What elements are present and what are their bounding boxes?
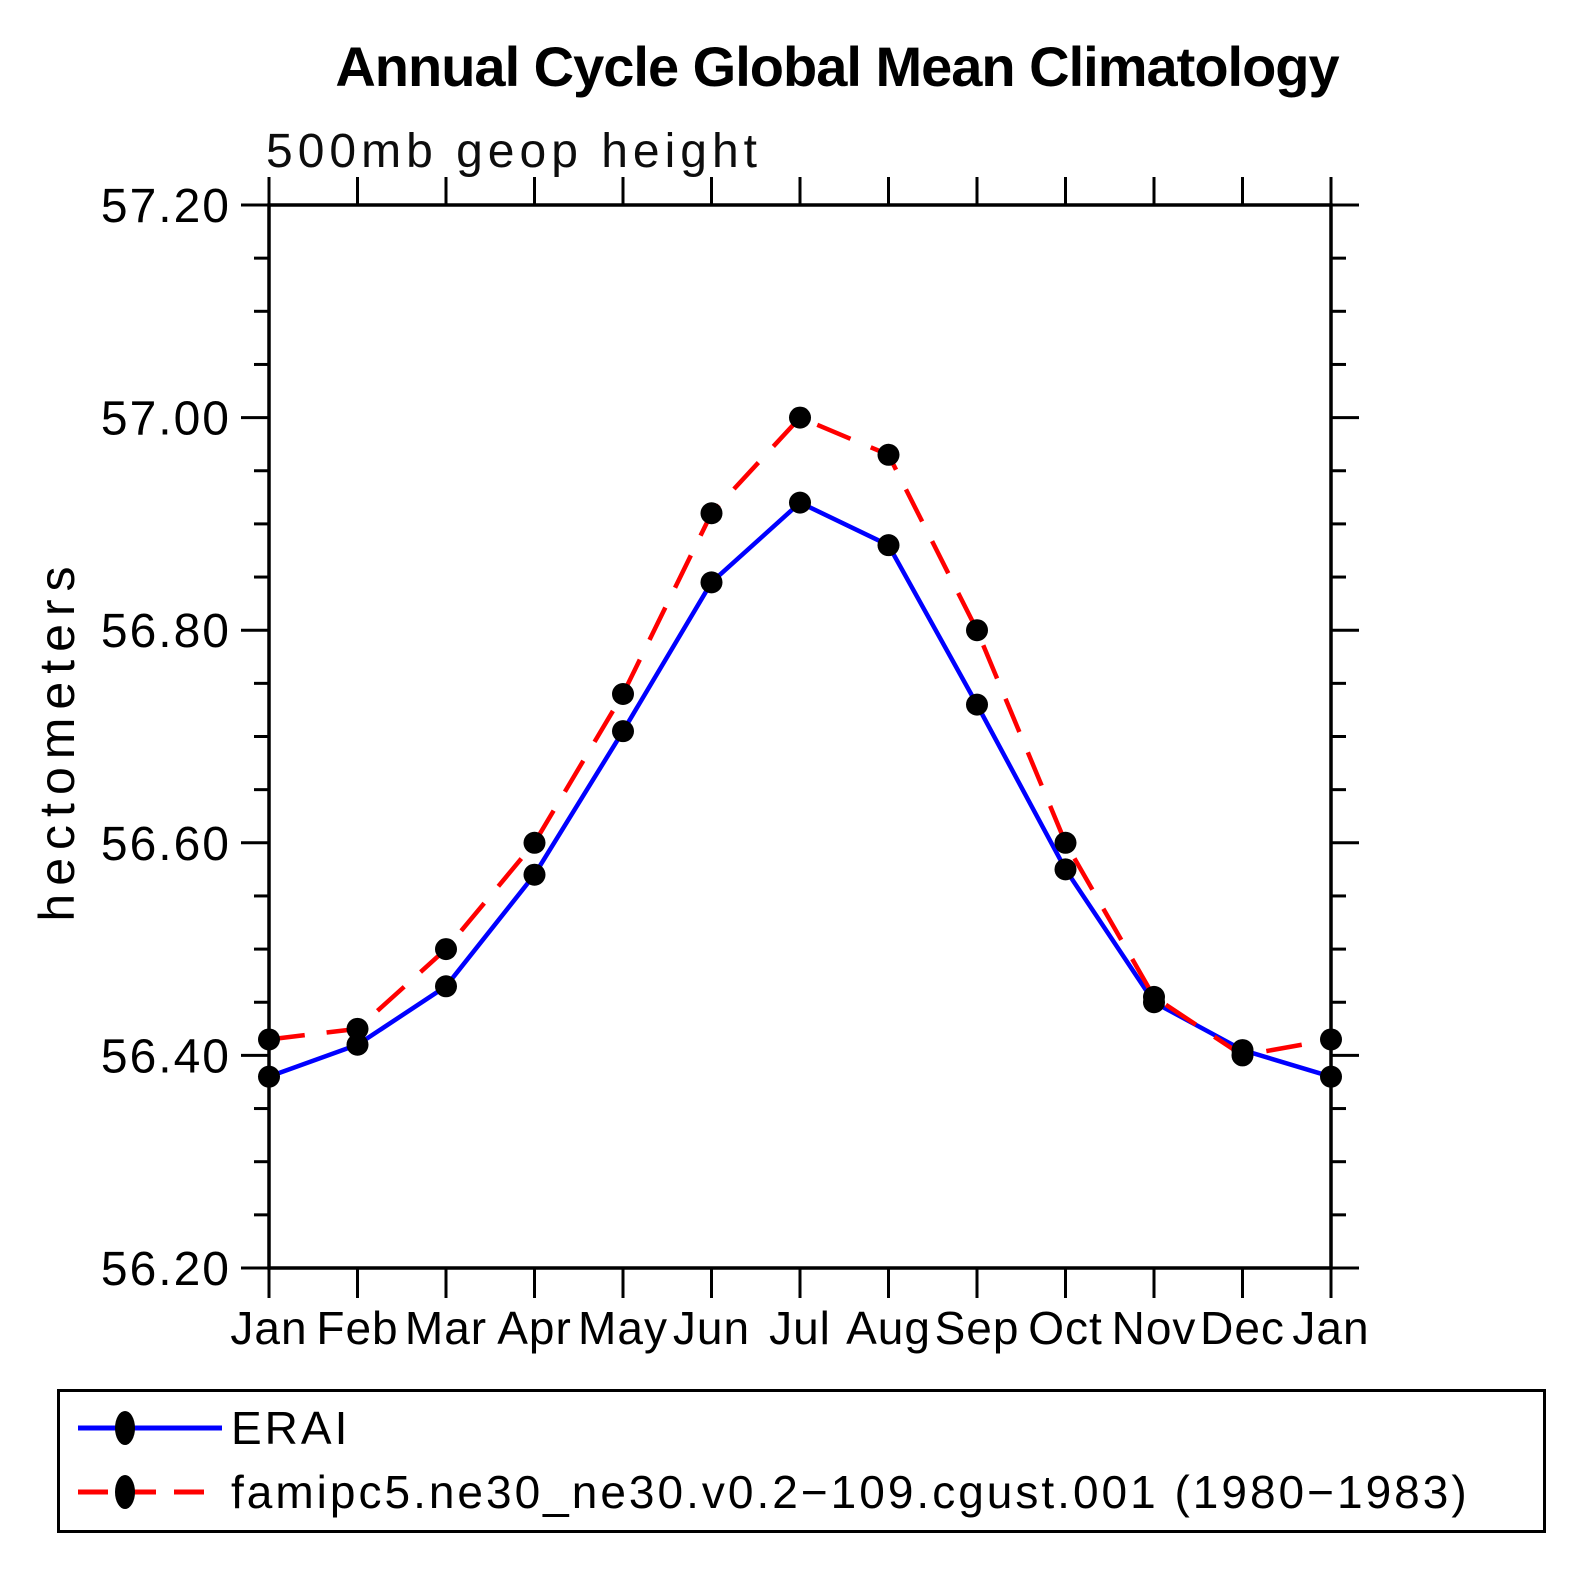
data-point bbox=[258, 1028, 280, 1051]
chart-title: Annual Cycle Global Mean Climatology bbox=[335, 35, 1339, 98]
data-point bbox=[877, 443, 900, 466]
data-point bbox=[612, 682, 634, 705]
legend-label-erai: ERAI bbox=[231, 1402, 351, 1454]
x-tick-label: Jun bbox=[673, 1302, 750, 1354]
data-point bbox=[523, 831, 546, 854]
data-point bbox=[346, 1033, 369, 1056]
legend-row-erai: ERAI bbox=[75, 1402, 350, 1454]
legend-swatch-erai bbox=[78, 1411, 222, 1445]
legend-box: ERAI famipc5.ne30_ne30.v0.2−109.cgust.00… bbox=[57, 1389, 1546, 1533]
data-point bbox=[1231, 1044, 1254, 1067]
x-tick-label: Jan bbox=[1292, 1302, 1369, 1354]
y-axis-ticks: 56.20 56.40 56.60 56.80 57.00 57.20 bbox=[101, 180, 1359, 1296]
y-tick-label: 56.60 bbox=[101, 818, 231, 871]
x-tick-label: Nov bbox=[1112, 1302, 1197, 1354]
data-point bbox=[1054, 858, 1077, 881]
data-point bbox=[435, 938, 457, 961]
data-point bbox=[966, 619, 988, 642]
data-point bbox=[966, 693, 988, 716]
series-markers-0 bbox=[258, 491, 1342, 1088]
x-tick-label: Apr bbox=[497, 1302, 572, 1354]
series-line-0 bbox=[268, 499, 1332, 1079]
x-tick-label: Dec bbox=[1200, 1302, 1285, 1354]
legend-marker-dot-icon bbox=[115, 1411, 135, 1445]
legend-swatch-model bbox=[78, 1475, 222, 1509]
x-tick-label: Oct bbox=[1028, 1302, 1103, 1354]
data-point bbox=[789, 491, 811, 514]
y-tick-label: 56.20 bbox=[101, 1243, 231, 1296]
data-point bbox=[1143, 985, 1165, 1008]
x-tick-label: Sep bbox=[935, 1302, 1020, 1354]
x-tick-label: Jul bbox=[769, 1302, 831, 1354]
y-tick-label: 56.40 bbox=[101, 1030, 231, 1083]
data-point bbox=[789, 406, 811, 429]
series-markers-1 bbox=[258, 406, 1342, 1067]
x-tick-label: Aug bbox=[846, 1302, 931, 1354]
y-tick-label: 56.80 bbox=[101, 605, 231, 658]
chart-subtitle: 500mb geop height bbox=[266, 125, 762, 178]
x-tick-label: Feb bbox=[316, 1302, 398, 1354]
data-point bbox=[258, 1065, 280, 1088]
data-point bbox=[523, 863, 546, 886]
x-tick-label: Jan bbox=[230, 1302, 307, 1354]
data-point bbox=[877, 534, 900, 557]
x-tick-label: Mar bbox=[405, 1302, 487, 1354]
legend-label-model: famipc5.ne30_ne30.v0.2−109.cgust.001 (19… bbox=[231, 1466, 1470, 1518]
legend-marker-dot-icon bbox=[115, 1475, 135, 1509]
data-point bbox=[346, 1017, 369, 1040]
y-tick-label: 57.00 bbox=[101, 393, 231, 446]
plot-frame bbox=[267, 203, 1333, 1270]
data-point bbox=[1320, 1065, 1342, 1088]
data-point bbox=[1320, 1028, 1342, 1051]
data-point bbox=[1054, 831, 1077, 854]
data-point bbox=[435, 975, 457, 998]
data-point bbox=[700, 502, 723, 525]
y-tick-label: 57.20 bbox=[101, 180, 231, 233]
data-point bbox=[612, 720, 634, 743]
x-tick-label: May bbox=[578, 1302, 668, 1354]
x-axis-ticks: Jan Feb Mar Apr May Jun Jul Aug Sep Oct Nov Dec Jan bbox=[230, 177, 1369, 1354]
legend-row-model: famipc5.ne30_ne30.v0.2−109.cgust.001 (19… bbox=[75, 1466, 1470, 1518]
data-point bbox=[700, 571, 723, 594]
